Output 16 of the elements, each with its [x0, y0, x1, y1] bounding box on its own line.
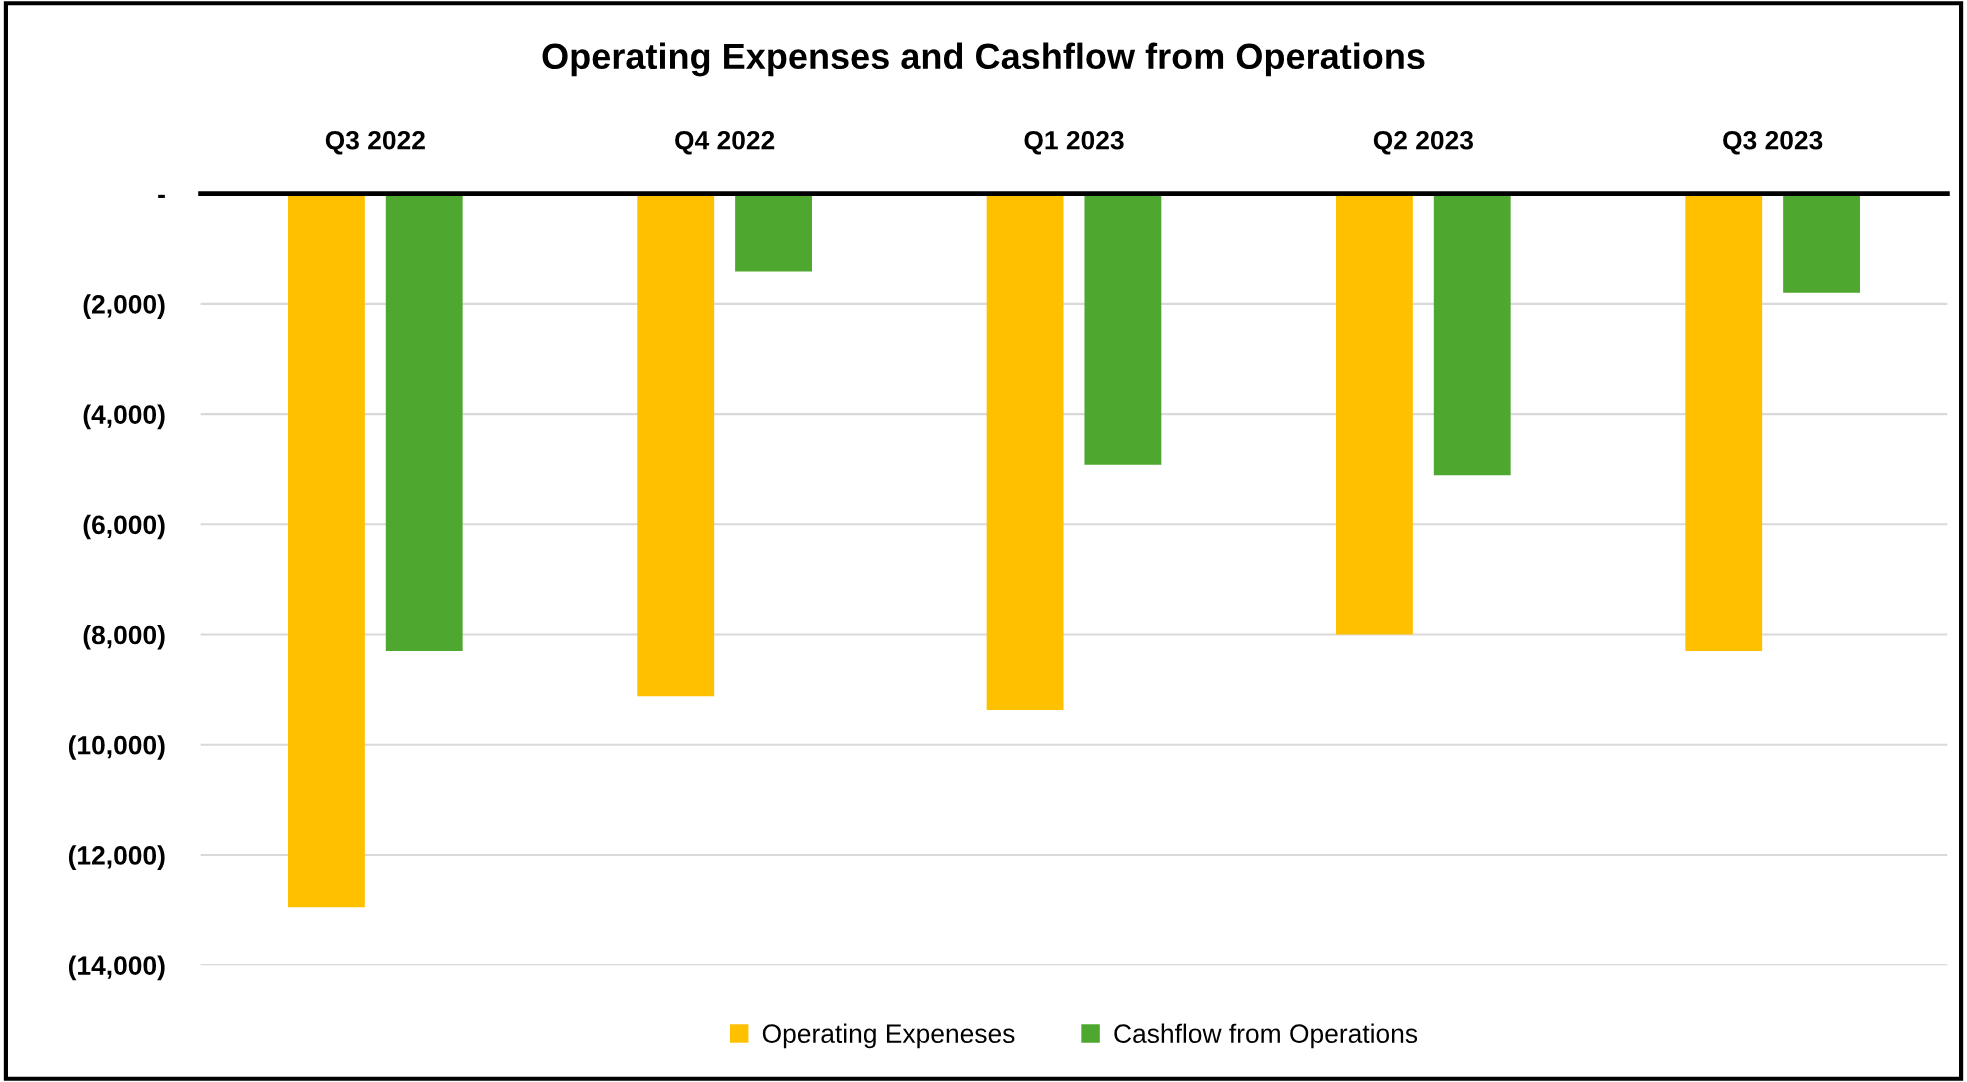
legend-label: Operating Expeneses [762, 1023, 1015, 1049]
y-tick-label: (4,000) [83, 404, 165, 430]
y-tick-label: (14,000) [68, 955, 165, 981]
y-tick-label: (2,000) [83, 294, 165, 319]
x-tick-label: Q3 2022 [325, 130, 425, 155]
y-tick-label: (6,000) [83, 514, 165, 540]
x-tick-label: Q1 2023 [1024, 130, 1124, 155]
y-tick-label: (12,000) [68, 845, 165, 870]
x-tick-label: Q2 2023 [1373, 130, 1473, 155]
x-tick-label: Q4 2022 [675, 130, 775, 155]
y-tick-label: (8,000) [83, 624, 165, 650]
chart-title: Operating Expenses and Cashflow from Operations [542, 42, 1425, 77]
y-tick-label: - [158, 194, 165, 198]
legend-label: Cashflow from Operations [1114, 1023, 1418, 1049]
y-tick-label: (10,000) [68, 735, 165, 760]
x-tick-label: Q3 2023 [1723, 130, 1823, 155]
